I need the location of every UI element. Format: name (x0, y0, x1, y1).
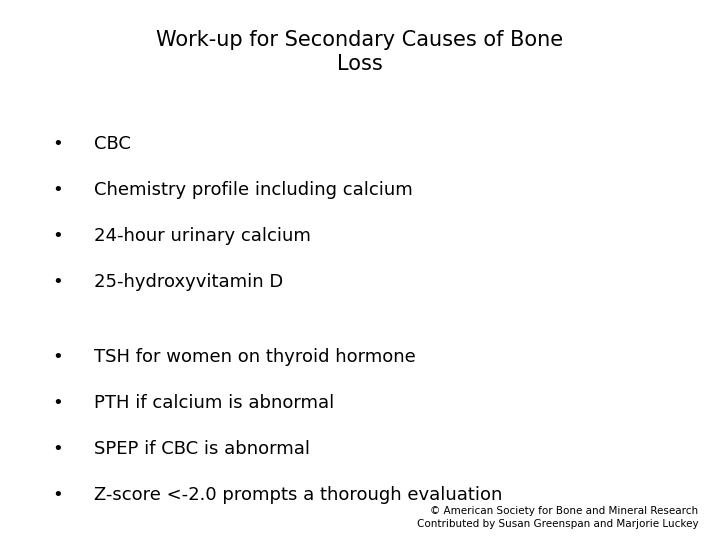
Text: Z-score <-2.0 prompts a thorough evaluation: Z-score <-2.0 prompts a thorough evaluat… (94, 486, 502, 504)
Text: •: • (53, 181, 63, 199)
Text: TSH for women on thyroid hormone: TSH for women on thyroid hormone (94, 348, 415, 366)
Text: PTH if calcium is abnormal: PTH if calcium is abnormal (94, 394, 334, 412)
Text: © American Society for Bone and Mineral Research
Contributed by Susan Greenspan : © American Society for Bone and Mineral … (417, 506, 698, 529)
Text: •: • (53, 348, 63, 366)
Text: •: • (53, 394, 63, 412)
Text: 25-hydroxyvitamin D: 25-hydroxyvitamin D (94, 273, 283, 291)
Text: Chemistry profile including calcium: Chemistry profile including calcium (94, 181, 413, 199)
Text: •: • (53, 486, 63, 504)
Text: SPEP if CBC is abnormal: SPEP if CBC is abnormal (94, 440, 310, 458)
Text: CBC: CBC (94, 135, 130, 153)
Text: •: • (53, 273, 63, 291)
Text: 24-hour urinary calcium: 24-hour urinary calcium (94, 227, 310, 245)
Text: •: • (53, 135, 63, 153)
Text: •: • (53, 440, 63, 458)
Text: •: • (53, 227, 63, 245)
Text: Work-up for Secondary Causes of Bone
Loss: Work-up for Secondary Causes of Bone Los… (156, 30, 564, 73)
